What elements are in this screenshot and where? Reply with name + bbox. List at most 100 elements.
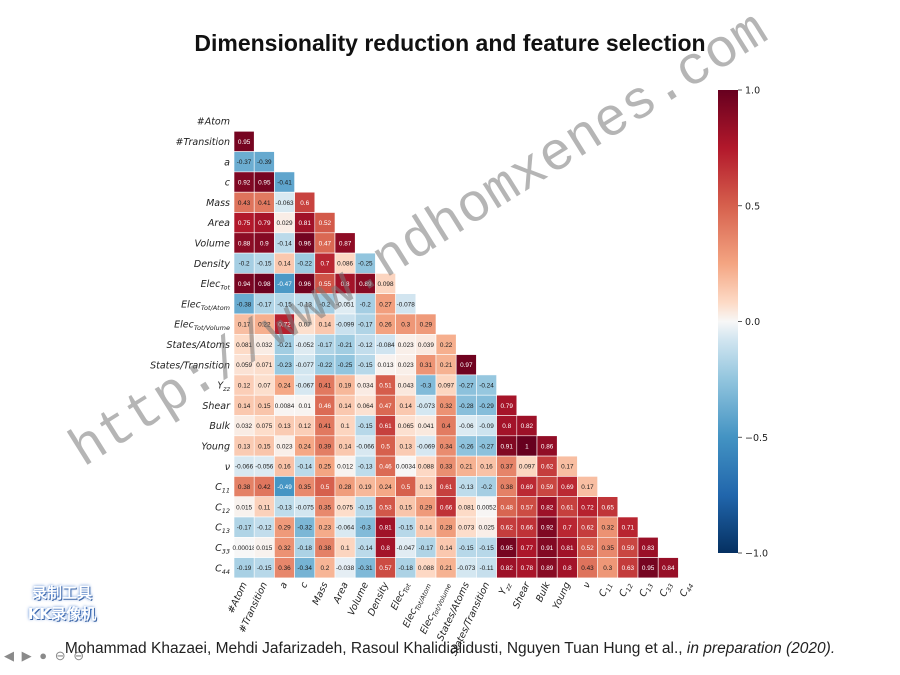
column-label-19: C12: [617, 581, 635, 600]
heatmap-value-19-13: 0.48: [500, 504, 513, 511]
heatmap-value-14-2: 0.0084: [275, 403, 295, 410]
heatmap-value-17-4: 0.25: [319, 464, 332, 471]
heatmap-value-22-17: 0.43: [581, 565, 594, 572]
heatmap-value-20-17: 0.62: [581, 525, 594, 532]
heatmap-value-21-8: -0.047: [397, 545, 416, 552]
heatmap-value-18-0: 0.38: [238, 484, 251, 491]
heatmap-value-17-7: 0.46: [379, 464, 392, 471]
heatmap-value-13-1: 0.07: [258, 382, 271, 389]
heatmap-value-20-4: 0.23: [319, 525, 332, 532]
heatmap-value-15-0: 0.032: [236, 423, 252, 430]
heatmap-value-17-11: 0.21: [460, 464, 473, 471]
heatmap-value-8-3: 0.96: [298, 281, 311, 288]
row-label-4: Mass: [206, 198, 230, 209]
heatmap-cells: 0.95-0.37 -0.390.92 0.95 -0.410.43 0.41 -0.06…: [233, 131, 679, 579]
column-label-4: Mass: [311, 580, 331, 606]
heatmap-value-19-1: 0.11: [258, 504, 270, 511]
next-icon[interactable]: ▶: [21, 648, 32, 663]
heatmap-value-18-11: -0.13: [459, 484, 474, 491]
heatmap-value-8-2: -0.47: [277, 281, 292, 288]
heatmap-value-17-14: 0.097: [519, 464, 535, 471]
heatmap-value-21-15: 0.91: [541, 545, 554, 552]
heatmap-value-17-13: 0.37: [500, 464, 513, 471]
row-label-13: Yzz: [217, 381, 230, 394]
heatmap-value-18-8: 0.5: [401, 484, 410, 491]
heatmap-value-15-1: 0.075: [256, 423, 272, 430]
heatmap-value-17-1: -0.056: [255, 464, 274, 471]
heatmap-value-22-5: -0.038: [336, 565, 355, 572]
heatmap-value-21-6: -0.14: [358, 545, 373, 552]
heatmap-value-5-0: 0.75: [238, 220, 251, 227]
row-labels: #Atom #Transition ac Mass Area Volume Density E…: [150, 117, 231, 576]
heatmap-value-17-9: 0.088: [418, 464, 434, 471]
heatmap-value-15-9: 0.041: [418, 423, 434, 430]
row-label-15: Bulk: [209, 421, 230, 432]
heatmap-value-5-1: 0.79: [258, 220, 271, 227]
heatmap-value-21-9: -0.17: [419, 545, 434, 552]
heatmap-value-7-6: -0.25: [358, 261, 373, 268]
heatmap-value-18-6: 0.19: [359, 484, 372, 491]
colorbar-tick-label-4: −1.0: [745, 549, 768, 560]
colorbar-gradient: [718, 90, 738, 553]
heatmap-value-6-4: 0.47: [319, 240, 332, 247]
slide-title: Dimensionality reduction and feature sel…: [194, 30, 706, 56]
heatmap-value-18-1: 0.42: [258, 484, 271, 491]
heatmap-value-15-3: 0.12: [298, 423, 311, 430]
player-controls: ◀ ▶ ● ⊖ ⊖: [4, 648, 88, 664]
heatmap-value-22-6: -0.31: [358, 565, 373, 572]
heatmap-value-12-8: 0.023: [398, 362, 414, 369]
heatmap-value-12-6: -0.15: [358, 362, 373, 369]
heatmap-value-18-4: 0.5: [320, 484, 329, 491]
heatmap-value-21-18: 0.35: [601, 545, 614, 552]
heatmap-value-11-9: 0.039: [418, 342, 434, 349]
heatmap-value-9-5: -0.051: [336, 301, 355, 308]
heatmap-value-19-12: 0.0052: [477, 504, 497, 511]
row-label-14: Shear: [202, 401, 231, 412]
heatmap-value-14-3: 0.01: [298, 403, 311, 410]
row-label-8: ElecTot: [201, 279, 231, 292]
heatmap-value-18-16: 0.69: [561, 484, 574, 491]
row-label-22: C44: [215, 563, 230, 576]
recorder-logo-line2: KK录像机: [27, 605, 97, 623]
heatmap-value-21-13: 0.95: [500, 545, 513, 552]
heatmap-value-15-12: -0.09: [479, 423, 494, 430]
heatmap-value-14-5: 0.14: [339, 403, 352, 410]
heatmap-value-22-4: 0.2: [320, 565, 329, 572]
zoom-out-icon[interactable]: ⊖: [54, 648, 66, 663]
heatmap-value-18-3: 0.35: [298, 484, 311, 491]
heatmap-value-14-13: 0.79: [500, 403, 513, 410]
heatmap-value-12-3: -0.077: [296, 362, 315, 369]
heatmap-value-22-19: 0.63: [622, 565, 635, 572]
heatmap-value-16-8: 0.13: [399, 443, 412, 450]
row-label-7: Density: [194, 259, 230, 270]
heatmap-value-11-10: 0.22: [440, 342, 453, 349]
heatmap-value-22-8: -0.18: [398, 565, 413, 572]
heatmap-value-16-11: -0.26: [459, 443, 474, 450]
pen-icon[interactable]: ●: [39, 648, 48, 663]
heatmap-value-9-0: -0.38: [237, 301, 252, 308]
column-label-17: ν: [581, 580, 594, 590]
heatmap-value-21-20: 0.83: [642, 545, 655, 552]
heatmap-value-17-8: 0.0034: [396, 464, 416, 471]
heatmap-value-12-10: 0.21: [440, 362, 453, 369]
column-label-13: Yzz: [497, 580, 514, 597]
row-label-10: ElecTot/Volume: [174, 320, 230, 333]
row-label-18: C11: [215, 482, 230, 495]
heatmap-value-14-7: 0.47: [379, 403, 392, 410]
heatmap-value-15-11: -0.06: [459, 423, 474, 430]
heatmap-value-19-8: 0.15: [399, 504, 412, 511]
heatmap-value-19-10: 0.66: [440, 504, 453, 511]
heatmap-value-10-7: 0.26: [379, 322, 392, 329]
heatmap-cell-22-21: [657, 557, 679, 579]
heatmap-value-21-19: 0.59: [622, 545, 635, 552]
heatmap-value-20-2: 0.29: [278, 525, 291, 532]
row-label-1: #Transition: [175, 137, 230, 148]
prev-icon[interactable]: ◀: [4, 648, 14, 663]
heatmap-value-7-4: 0.7: [320, 261, 329, 268]
heatmap-value-10-8: 0.3: [401, 322, 410, 329]
heatmap-value-17-5: 0.012: [337, 464, 353, 471]
heatmap-value-22-13: 0.82: [500, 565, 513, 572]
recorder-logo: 录制工具 KK录像机: [8, 582, 116, 624]
more-icon[interactable]: ⊖: [73, 648, 85, 663]
colorbar-tick-label-2: 0.0: [745, 317, 760, 328]
